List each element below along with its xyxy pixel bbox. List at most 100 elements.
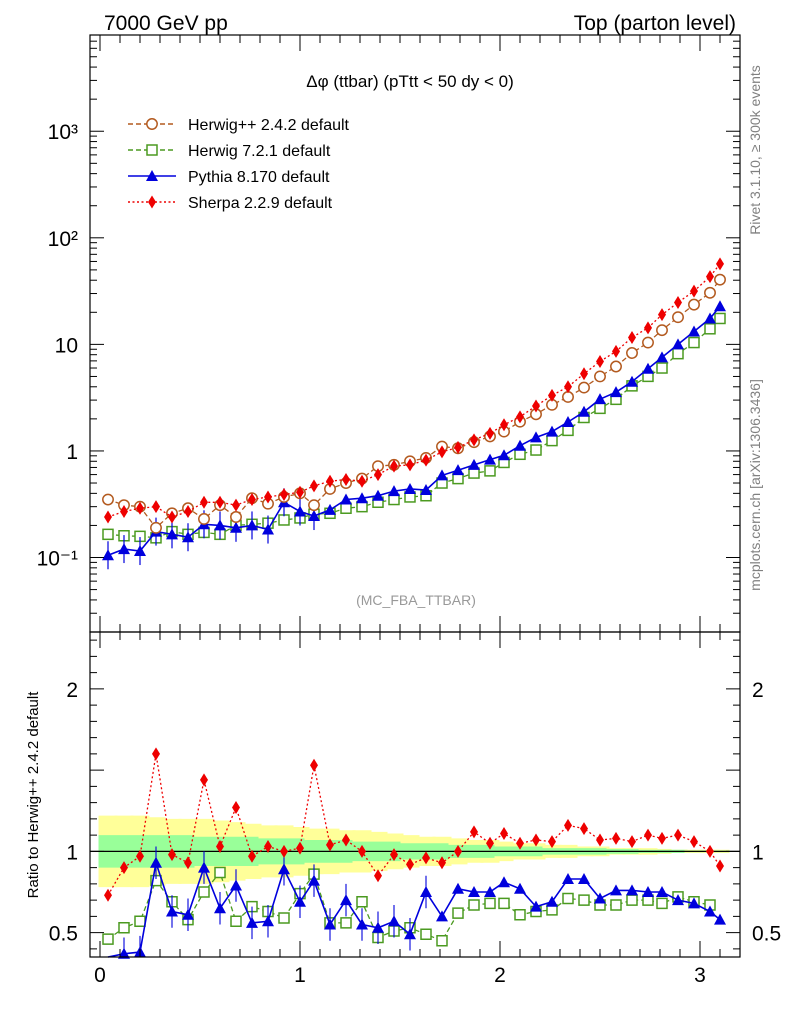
ratio-point-sherpa (516, 836, 524, 850)
data-point-pythia (294, 505, 306, 517)
data-point-pythia (436, 469, 448, 481)
ratio-point-herwig7 (562, 892, 574, 905)
ratio-point-pythia (308, 874, 320, 886)
data-point-pythia (562, 415, 574, 427)
data-point-herwig7 (102, 528, 114, 541)
ratio-point-herwig7 (356, 896, 368, 908)
ratio-point-pythia (704, 905, 716, 917)
data-point-herwig7 (704, 323, 716, 335)
data-point-sherpa (216, 495, 224, 509)
data-point-pythia (134, 545, 146, 557)
ratio-point-pythia (294, 895, 306, 907)
ratio-point-herwig7 (484, 897, 496, 910)
ratio-point-sherpa (168, 848, 176, 862)
ratio-point-sherpa (690, 835, 698, 849)
ratio-point-sherpa (374, 869, 382, 883)
ratio-point-herwig7 (230, 915, 242, 927)
ratio-point-herwig7 (452, 907, 464, 919)
data-point-sherpa (358, 474, 366, 488)
ratio-point-sherpa (120, 861, 128, 875)
ratio-point-sherpa (232, 801, 240, 814)
data-point-pythia (372, 489, 384, 501)
ratio-point-sherpa (264, 840, 272, 853)
ratio-point-pythia (514, 882, 526, 894)
ratio-point-pythia (484, 886, 496, 897)
data-point-sherpa (280, 488, 288, 502)
data-point-sherpa (438, 445, 446, 459)
ratio-point-sherpa (296, 841, 304, 855)
ratio-point-pythia (530, 900, 542, 912)
series-line-sherpa (107, 263, 721, 518)
data-point-herwigpp (714, 273, 726, 286)
data-point-sherpa (486, 426, 494, 440)
ratio-y-axis-label: Ratio to Herwig++ 2.4.2 default (25, 691, 42, 899)
ratio-point-sherpa (200, 773, 208, 787)
ratio-point-sherpa (152, 747, 160, 761)
data-point-pythia (246, 519, 258, 531)
ratio-point-sherpa (612, 831, 620, 845)
legend-label-sherpa: Sherpa 2.2.9 default (188, 195, 333, 212)
ratio-point-pythia (498, 876, 510, 888)
ratio-point-sherpa (390, 848, 398, 862)
data-point-sherpa (548, 388, 556, 402)
data-point-pythia (610, 386, 622, 398)
legend-marker-pythia (146, 170, 158, 181)
data-point-sherpa (658, 308, 666, 322)
ratio-point-pythia (656, 886, 668, 897)
ratio-point-pythia (262, 915, 274, 927)
ratio-point-sherpa (658, 831, 666, 845)
data-point-sherpa (390, 459, 398, 473)
ratio-point-pythia (714, 913, 726, 925)
ratio-point-pythia (404, 928, 416, 940)
ratio-point-sherpa (422, 851, 430, 865)
data-point-herwigpp (610, 360, 622, 373)
data-point-pythia (626, 375, 638, 387)
series-line-herwigpp (107, 279, 721, 529)
ratio-point-sherpa (406, 857, 414, 871)
ratio-line-sherpa (107, 753, 721, 896)
ratio-point-sherpa (184, 856, 192, 870)
ratio-point-herwig7 (278, 912, 290, 924)
data-point-sherpa (120, 505, 128, 519)
data-point-sherpa (674, 296, 682, 310)
data-point-sherpa (596, 355, 604, 369)
ratio-point-herwig7 (118, 922, 130, 934)
plot-title: Δφ (ttbar) (pTtt < 50 dy < 0) (306, 72, 514, 91)
ratio-point-pythia (688, 897, 700, 909)
ratio-point-pythia (452, 882, 464, 894)
data-point-herwigpp (308, 499, 320, 512)
data-point-pythia (182, 531, 194, 543)
ratio-point-herwig7 (468, 899, 480, 911)
ratio-point-sherpa (596, 833, 604, 847)
data-point-pythia (452, 464, 464, 476)
legend-marker-sherpa (148, 195, 156, 209)
ratio-line-pythia (107, 862, 721, 958)
data-point-herwigpp (626, 347, 638, 359)
ratio-point-sherpa (674, 828, 682, 842)
ratio-point-pythia (388, 915, 400, 927)
data-point-herwigpp (562, 391, 574, 403)
data-point-sherpa (580, 367, 588, 381)
data-point-herwig7 (688, 336, 700, 349)
data-point-sherpa (532, 399, 540, 413)
data-point-pythia (546, 425, 558, 437)
data-point-sherpa (690, 284, 698, 298)
data-point-sherpa (296, 485, 304, 499)
ratio-point-sherpa (438, 856, 446, 870)
header-right-label: Top (parton level) (574, 12, 736, 35)
ratio-point-herwig7 (214, 866, 226, 879)
data-point-sherpa (310, 479, 318, 493)
data-point-sherpa (706, 270, 714, 284)
ratio-y-tick-label-right: 2 (752, 679, 764, 702)
data-point-herwigpp (150, 521, 162, 534)
data-point-pythia (514, 439, 526, 451)
ratio-point-sherpa (310, 758, 318, 772)
data-point-pythia (340, 493, 352, 505)
data-point-sherpa (628, 331, 636, 345)
data-point-herwig7 (594, 402, 606, 415)
ratio-point-pythia (672, 894, 684, 906)
ratio-point-herwig7 (578, 894, 590, 906)
ratio-point-herwig7 (134, 915, 146, 927)
data-point-pythia (102, 549, 114, 561)
